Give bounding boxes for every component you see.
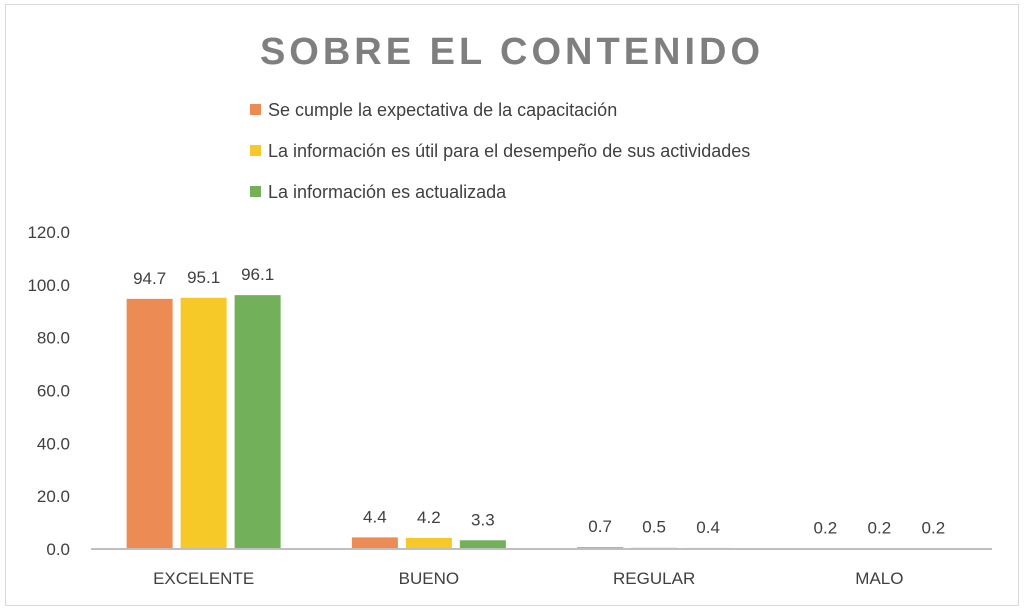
data-label: 94.7 — [133, 269, 166, 288]
data-label: 0.2 — [814, 518, 838, 537]
data-label: 0.5 — [642, 518, 666, 537]
legend-label-1: Se cumple la expectativa de la capacitac… — [268, 100, 617, 120]
data-label: 0.4 — [696, 518, 720, 537]
chart-title: SOBRE EL CONTENIDO — [260, 31, 764, 73]
y-axis: 0.0 20.0 40.0 60.0 80.0 100.0 120.0 — [27, 223, 70, 559]
data-label: 95.1 — [187, 268, 220, 287]
y-tick-label: 100.0 — [27, 276, 70, 295]
bar-excelente-series-3 — [234, 295, 281, 549]
data-label: 0.2 — [868, 518, 892, 537]
x-category-label: BUENO — [399, 569, 459, 588]
data-label: 3.3 — [471, 510, 495, 529]
bars — [126, 295, 957, 549]
x-category-label: MALO — [855, 569, 903, 588]
chart-frame — [5, 4, 1019, 606]
legend: Se cumple la expectativa de la capacitac… — [250, 100, 750, 202]
bar-excelente-series-2 — [180, 297, 227, 549]
data-labels: 94.7 95.1 96.1 4.4 4.2 3.3 0.7 0.5 0.4 0.2 0.2 0.2 — [133, 265, 945, 537]
bar-bueno-series-1 — [351, 537, 398, 549]
bar-bueno-series-3 — [459, 540, 506, 549]
legend-label-3: La información es actualizada — [268, 182, 507, 202]
data-label: 0.2 — [922, 518, 946, 537]
data-label: 96.1 — [241, 265, 274, 284]
y-tick-label: 80.0 — [37, 329, 70, 348]
y-tick-label: 60.0 — [37, 382, 70, 401]
data-label: 4.2 — [417, 508, 441, 527]
data-label: 0.7 — [588, 517, 612, 536]
bar-bueno-series-2 — [405, 537, 452, 549]
x-category-label: EXCELENTE — [153, 569, 254, 588]
legend-swatch-3 — [250, 186, 261, 197]
bar-excelente-series-1 — [126, 298, 173, 549]
y-tick-label: 120.0 — [27, 223, 70, 242]
legend-swatch-1 — [250, 104, 261, 115]
data-label: 4.4 — [363, 507, 387, 526]
legend-swatch-2 — [250, 145, 261, 156]
y-tick-label: 0.0 — [46, 540, 70, 559]
x-category-label: REGULAR — [613, 569, 695, 588]
x-axis: EXCELENTE BUENO REGULAR MALO — [153, 569, 903, 588]
legend-label-2: La información es útil para el desempeño… — [268, 141, 750, 161]
y-tick-label: 40.0 — [37, 434, 70, 453]
y-tick-label: 20.0 — [37, 487, 70, 506]
